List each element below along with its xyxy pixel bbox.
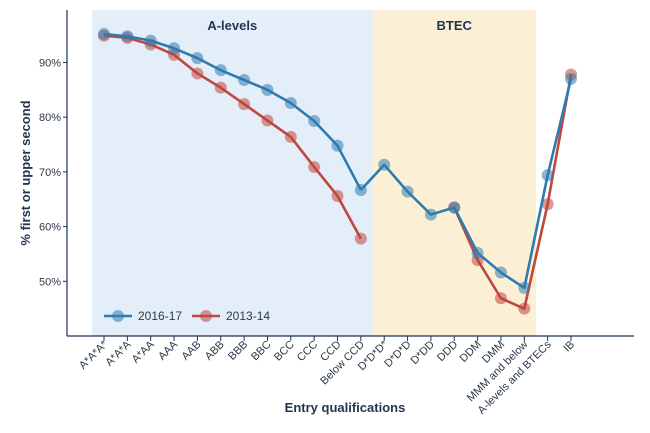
y-tick-label: 50% (39, 276, 61, 288)
data-point (121, 30, 134, 43)
data-point (354, 232, 367, 245)
data-point (238, 98, 251, 111)
data-point (518, 302, 531, 315)
x-tick-label: CCC (295, 339, 320, 364)
legend-marker (200, 310, 212, 322)
data-point (214, 64, 227, 77)
data-point (541, 169, 554, 182)
data-point (238, 74, 251, 87)
data-point (471, 246, 484, 259)
x-axis-title: Entry qualifications (285, 400, 406, 415)
y-tick-label: 90% (39, 58, 61, 70)
x-tick-label: A*A*A* (77, 338, 111, 372)
x-tick-label: D*DD (409, 339, 437, 367)
data-point (98, 28, 110, 41)
x-tick-label: D*D*D (382, 339, 413, 370)
series-line (359, 78, 573, 290)
data-point (331, 189, 344, 202)
legend-label-2013-14: 2013-14 (226, 309, 270, 323)
y-axis-title: % first or upper second (18, 100, 33, 245)
data-point (191, 52, 204, 65)
data-point (214, 81, 227, 94)
legend-label-2016-17: 2016-17 (138, 309, 182, 323)
data-point (261, 83, 274, 96)
x-tick-label: DDD (435, 339, 460, 364)
data-point (284, 130, 297, 143)
data-point (284, 96, 297, 109)
region-label-btec: BTEC (437, 18, 473, 33)
data-point (494, 292, 507, 305)
data-point (308, 160, 321, 173)
data-point (424, 208, 437, 221)
data-point (308, 115, 321, 128)
data-point (518, 281, 531, 294)
y-tick-label: 60% (39, 222, 61, 234)
data-point (331, 139, 344, 152)
x-tick-label: IB (561, 339, 577, 355)
data-point (168, 42, 181, 55)
data-point (401, 185, 414, 198)
data-point (541, 198, 554, 211)
x-tick-label: A*A*A (103, 338, 134, 369)
x-tick-label: ABB (203, 339, 227, 363)
legend: 2016-17 2013-14 (104, 309, 270, 323)
data-point (494, 266, 507, 279)
x-tick-label: BCC (272, 339, 297, 364)
data-point (565, 72, 577, 85)
data-point (191, 67, 204, 80)
data-point (354, 183, 367, 196)
data-point (261, 114, 274, 127)
y-tick-label: 80% (39, 112, 61, 124)
region-label-a-levels: A-levels (207, 18, 257, 33)
x-tick-label: BBC (249, 339, 274, 364)
data-point (448, 201, 461, 214)
y-tick-label: 70% (39, 167, 61, 179)
x-tick-label: AAA (156, 338, 181, 363)
series-layer (98, 28, 577, 315)
y-ticks: 50% 60% 70% 80% 90% (39, 58, 67, 288)
data-point (144, 34, 157, 47)
region-a-levels (92, 10, 373, 336)
legend-marker (112, 310, 124, 322)
data-point (378, 158, 391, 171)
x-tick-label: DDM (458, 339, 484, 365)
x-tick-label: AAB (179, 339, 203, 363)
region-btec (372, 10, 536, 336)
x-tick-label: BBB (226, 339, 250, 363)
series-2016-17 (98, 28, 577, 294)
regions-layer: A-levels BTEC (92, 10, 536, 336)
x-tick-label: A*AA (130, 338, 158, 366)
